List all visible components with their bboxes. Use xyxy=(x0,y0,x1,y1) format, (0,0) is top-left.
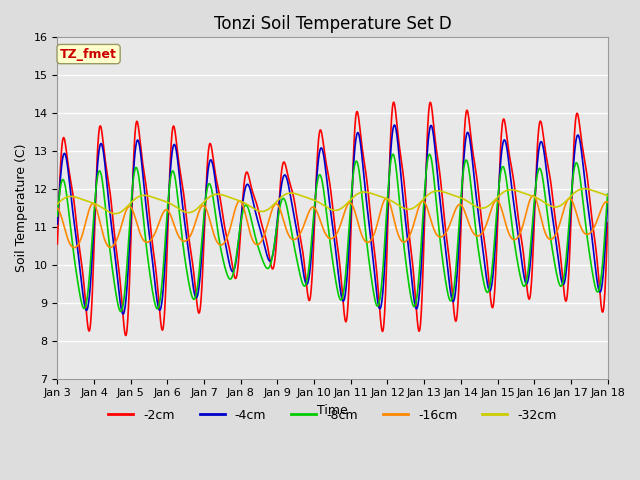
-2cm xyxy=(122,333,130,338)
Line: -4cm: -4cm xyxy=(58,125,607,314)
-32cm xyxy=(111,211,119,216)
-8cm xyxy=(54,213,61,219)
-32cm xyxy=(238,199,246,204)
Line: -2cm: -2cm xyxy=(58,102,607,336)
-8cm xyxy=(117,309,125,314)
-8cm xyxy=(419,220,426,226)
X-axis label: Time: Time xyxy=(317,404,348,417)
-16cm xyxy=(529,192,537,198)
-8cm xyxy=(176,217,184,223)
-16cm xyxy=(238,200,246,205)
-4cm xyxy=(238,209,246,215)
-4cm xyxy=(604,200,611,206)
-16cm xyxy=(604,199,611,205)
-16cm xyxy=(54,205,61,211)
-2cm xyxy=(490,292,498,298)
-4cm xyxy=(539,143,547,149)
-32cm xyxy=(176,207,184,213)
-4cm xyxy=(390,122,398,128)
-4cm xyxy=(54,221,61,227)
-32cm xyxy=(539,198,547,204)
-8cm xyxy=(389,151,397,157)
-8cm xyxy=(539,177,547,183)
-32cm xyxy=(580,186,588,192)
-32cm xyxy=(490,198,498,204)
-32cm xyxy=(604,193,611,199)
-4cm xyxy=(176,180,184,186)
-2cm xyxy=(238,212,246,217)
-16cm xyxy=(490,200,498,205)
-8cm xyxy=(163,216,171,221)
-32cm xyxy=(419,198,426,204)
Legend: -2cm, -4cm, -8cm, -16cm, -32cm: -2cm, -4cm, -8cm, -16cm, -32cm xyxy=(103,404,562,427)
Line: -16cm: -16cm xyxy=(58,195,607,248)
-16cm xyxy=(163,207,171,213)
-4cm xyxy=(119,311,127,317)
-8cm xyxy=(238,215,246,220)
-4cm xyxy=(490,255,498,261)
Text: TZ_fmet: TZ_fmet xyxy=(60,48,117,60)
-2cm xyxy=(390,99,397,105)
-2cm xyxy=(176,168,184,174)
-4cm xyxy=(163,229,171,235)
-2cm xyxy=(163,259,171,264)
-32cm xyxy=(54,201,61,207)
-2cm xyxy=(419,281,426,287)
-8cm xyxy=(604,191,611,197)
Line: -32cm: -32cm xyxy=(58,189,607,214)
-16cm xyxy=(176,236,184,241)
-8cm xyxy=(490,240,498,245)
Line: -8cm: -8cm xyxy=(58,154,607,312)
-32cm xyxy=(163,199,171,205)
-2cm xyxy=(604,220,611,226)
Y-axis label: Soil Temperature (C): Soil Temperature (C) xyxy=(15,144,28,272)
-16cm xyxy=(419,198,426,204)
-2cm xyxy=(539,130,547,136)
-16cm xyxy=(539,223,547,228)
-4cm xyxy=(419,240,426,246)
Title: Tonzi Soil Temperature Set D: Tonzi Soil Temperature Set D xyxy=(214,15,451,33)
-2cm xyxy=(54,241,61,247)
-16cm xyxy=(70,245,78,251)
